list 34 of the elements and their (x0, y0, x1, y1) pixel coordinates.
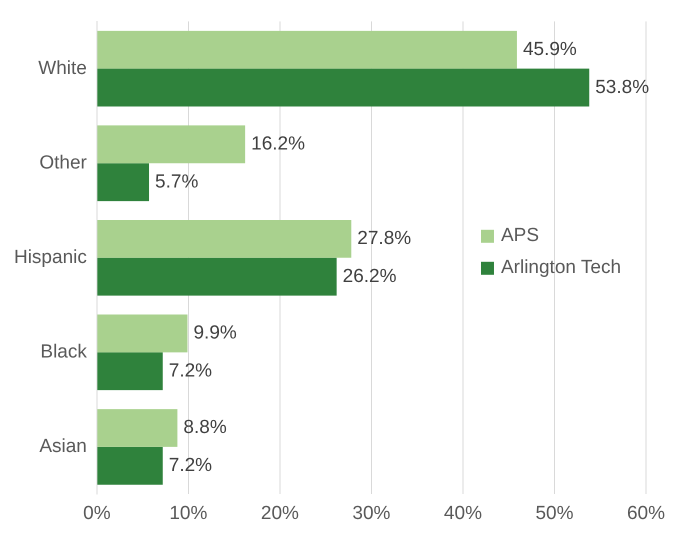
bar (97, 220, 352, 258)
y-tick-label: Black (40, 342, 88, 363)
data-label: 5.7% (155, 171, 198, 192)
x-tick-label: 10% (169, 502, 208, 524)
bar (97, 68, 590, 107)
x-tick-label: 40% (444, 502, 482, 524)
legend-label: Arlington Tech (500, 257, 622, 278)
data-label: 45.9% (522, 39, 577, 60)
data-label: 7.2% (168, 360, 212, 382)
x-tick-label: 30% (352, 502, 391, 524)
bar (97, 314, 188, 352)
bar (97, 258, 337, 296)
bar (97, 163, 150, 202)
bar (97, 352, 163, 390)
data-label: 27.8% (357, 228, 412, 250)
legend-label: APS (500, 225, 540, 246)
data-label: 7.2% (168, 455, 212, 476)
data-label: 16.2% (251, 134, 306, 155)
bar (97, 30, 517, 69)
data-label: 53.8% (595, 76, 650, 98)
y-tick-label: Hispanic (14, 247, 87, 268)
y-tick-label: White (38, 58, 87, 79)
bar (97, 409, 178, 447)
data-label: 8.8% (183, 417, 227, 438)
bar (97, 125, 246, 164)
y-tick-label: Asian (39, 436, 87, 458)
y-tick-label: Other (39, 152, 88, 174)
data-label: 9.9% (193, 322, 237, 344)
x-tick-label: 50% (535, 502, 574, 524)
bar (97, 446, 163, 485)
x-tick-label: 0% (83, 502, 111, 524)
x-tick-label: 20% (260, 502, 300, 524)
data-label: 26.2% (342, 266, 397, 287)
x-tick-label: 60% (626, 502, 666, 524)
